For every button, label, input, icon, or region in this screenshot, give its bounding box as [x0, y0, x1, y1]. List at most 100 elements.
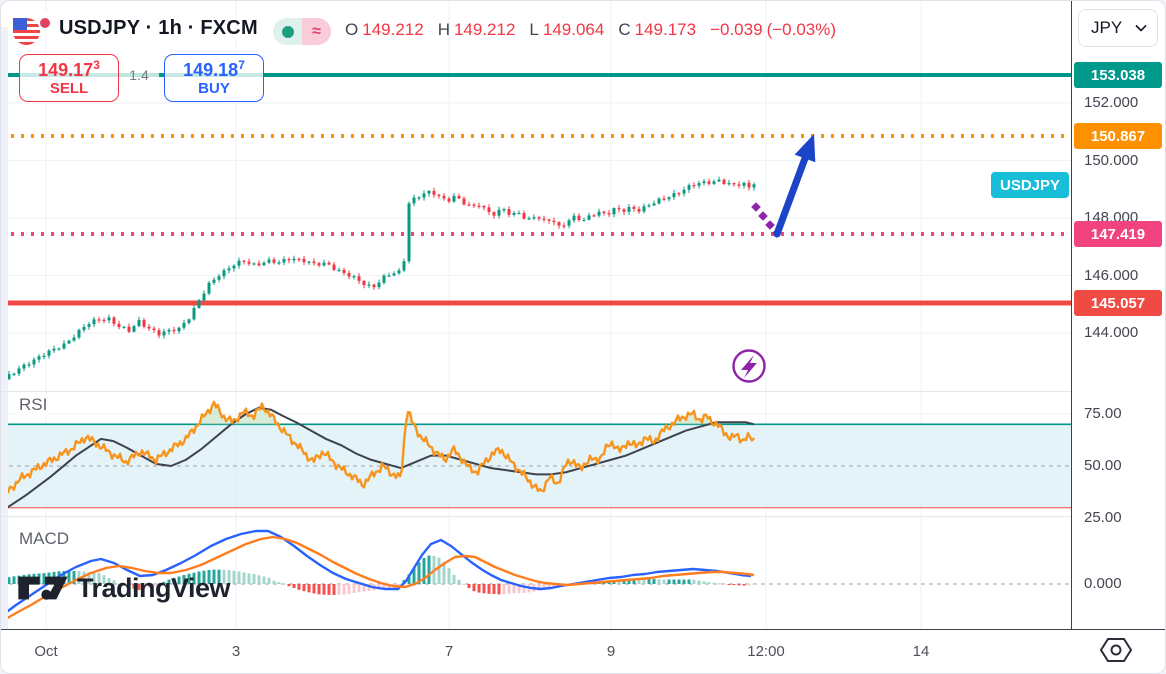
candle-body	[307, 261, 311, 263]
macd-histogram-bar	[502, 584, 506, 595]
macd-histogram-bar	[462, 584, 466, 585]
macd-histogram-bar	[252, 574, 256, 584]
candle-body	[422, 193, 426, 198]
macd-histogram-bar	[662, 579, 666, 584]
candle-body	[337, 269, 341, 272]
macd-histogram-bar	[157, 583, 161, 585]
quick-settings-icon[interactable]	[1098, 634, 1134, 666]
candle-body	[637, 208, 641, 212]
sell-price: 149.17	[38, 59, 94, 80]
candle-body	[407, 203, 411, 262]
candle-body	[212, 279, 216, 283]
macd-histogram-bar	[277, 582, 281, 584]
bullish-arrow-shaft[interactable]	[773, 149, 811, 238]
pane-separator-macd[interactable]	[1, 516, 1165, 517]
candle-body	[112, 317, 116, 324]
candle-body	[32, 359, 36, 365]
candle-body	[462, 198, 466, 205]
macd-histogram-bar	[132, 584, 136, 589]
candle-body	[12, 373, 16, 375]
candle-body	[122, 326, 126, 328]
time-axis-label: 3	[231, 643, 241, 660]
macd-histogram-bar	[522, 584, 526, 593]
close-label: C	[618, 20, 631, 39]
macd-histogram-bar	[752, 584, 756, 585]
price-axis-tick: 144.000	[1084, 324, 1139, 341]
macd-histogram-bar	[542, 584, 546, 590]
rsi-pane-label[interactable]: RSI	[15, 395, 52, 415]
macd-line	[3, 529, 752, 615]
candle-body	[72, 337, 76, 341]
macd-histogram-bar	[117, 583, 121, 585]
macd-histogram-bar	[442, 562, 446, 584]
macd-histogram-bar	[422, 557, 426, 584]
macd-histogram-bar	[7, 577, 11, 584]
macd-histogram-bar	[237, 571, 241, 584]
macd-histogram-bar	[737, 584, 741, 586]
time-axis-label: 9	[606, 643, 616, 660]
candle-body	[502, 209, 506, 211]
candle-body	[677, 193, 681, 195]
projection-dot	[751, 202, 761, 212]
tradingview-logo[interactable]: TradingView	[17, 571, 231, 605]
macd-histogram-bar	[292, 584, 296, 588]
macd-histogram-bar	[337, 584, 341, 595]
candle-body	[222, 270, 226, 277]
sell-button[interactable]: 149.173 SELL	[19, 54, 119, 102]
candle-body	[707, 181, 711, 184]
macd-pane-label[interactable]: MACD	[15, 529, 74, 549]
candle-body	[607, 213, 611, 215]
candle-body	[647, 205, 651, 207]
candle-body	[197, 300, 201, 309]
candle-body	[22, 364, 26, 369]
candle-body	[152, 328, 156, 331]
pane-separator-rsi[interactable]	[1, 391, 1165, 392]
macd-histogram-bar	[67, 571, 71, 584]
macd-histogram-bar	[197, 571, 201, 584]
candle-body	[357, 276, 361, 281]
macd-histogram-bar	[497, 584, 501, 595]
ohlc-readout: O 149.212 H 149.212 L 149.064 C 149.173 −0.039 (−…	[345, 20, 840, 40]
candle-body	[92, 319, 96, 325]
rsi-line	[2, 400, 755, 496]
macd-histogram-bar	[357, 584, 361, 593]
candle-body	[277, 262, 281, 264]
macd-histogram-bar	[742, 584, 746, 586]
macd-histogram-bar	[672, 579, 676, 584]
candle-body	[727, 183, 731, 185]
macd-histogram-bar	[127, 584, 131, 588]
candle-body	[7, 374, 11, 379]
candle-body	[547, 219, 551, 221]
candle-body	[102, 319, 106, 322]
candle-body	[52, 348, 56, 351]
buy-price: 149.18	[183, 59, 239, 80]
macd-histogram-bar	[447, 568, 451, 584]
chart-plot-area[interactable]	[1, 1, 1071, 629]
macd-histogram-bar	[287, 584, 291, 587]
candle-body	[62, 343, 66, 349]
market-status-pill[interactable]: ≈	[273, 18, 331, 45]
time-axis[interactable]: Oct 3 7 9 12:00 14	[1, 629, 1165, 673]
macd-histogram-bar	[517, 584, 521, 594]
candle-body	[732, 183, 736, 185]
candle-body	[397, 270, 401, 274]
macd-histogram-bar	[267, 577, 271, 584]
candle-body	[747, 182, 751, 188]
macd-histogram-bar	[307, 584, 311, 593]
candle-body	[617, 208, 621, 210]
macd-histogram-bar	[122, 584, 126, 586]
candle-body	[352, 276, 356, 278]
macd-histogram-bar	[12, 576, 16, 584]
candle-body	[217, 276, 221, 280]
candle-body	[207, 282, 211, 294]
candle-body	[377, 282, 381, 288]
candle-body	[592, 215, 596, 217]
symbol-title[interactable]: USDJPY · 1h · FXCM	[59, 17, 258, 39]
change-value: −0.039	[710, 20, 763, 39]
candle-body	[582, 219, 586, 222]
candle-body	[537, 217, 541, 219]
currency-dropdown[interactable]: JPY	[1078, 9, 1158, 47]
macd-histogram-bar	[487, 584, 491, 594]
buy-button[interactable]: 149.187 BUY	[164, 54, 264, 102]
price-axis[interactable]: JPY 152.000 150.000 148.000 146.000 144.000 7…	[1071, 1, 1165, 629]
